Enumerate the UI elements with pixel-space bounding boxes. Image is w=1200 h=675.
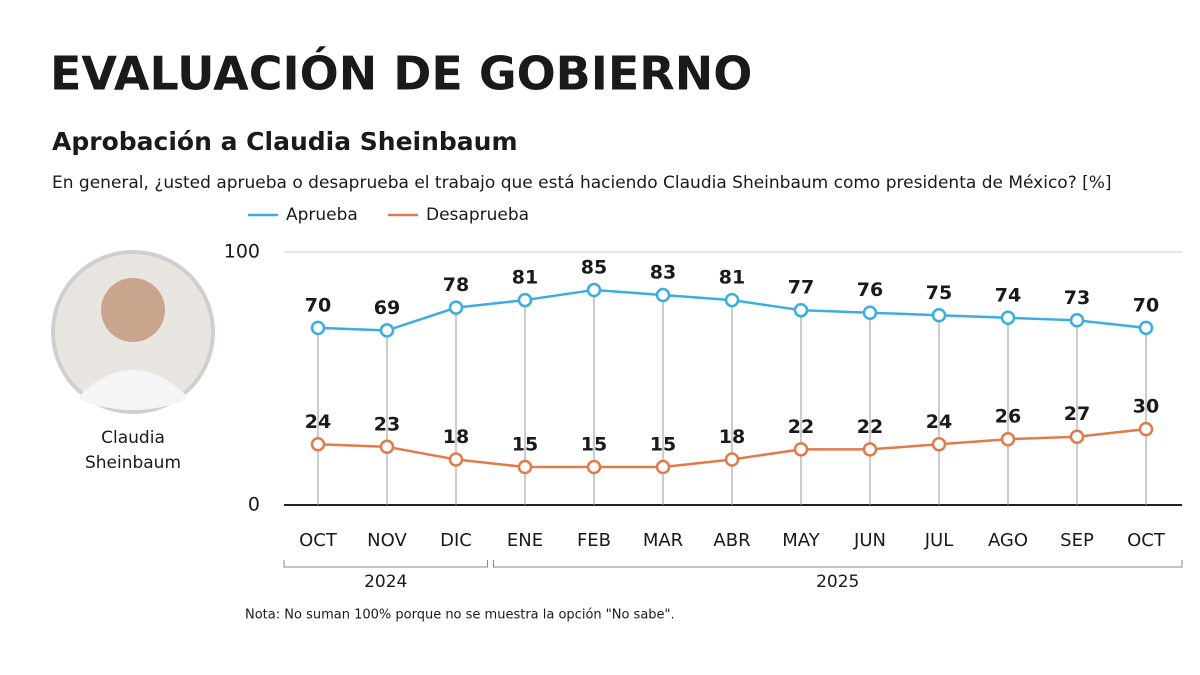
data-label: 18 <box>443 426 469 448</box>
x-tick-label: OCT <box>1127 530 1166 551</box>
point <box>1000 431 1016 447</box>
x-tick-label: AGO <box>988 530 1028 551</box>
x-tick-label: MAY <box>782 530 820 551</box>
point <box>379 323 395 338</box>
point <box>1000 310 1016 326</box>
x-tick-label: MAR <box>643 530 683 551</box>
point <box>862 305 878 320</box>
data-label: 78 <box>443 274 469 296</box>
legend-label: Aprueba <box>286 205 358 225</box>
data-label: 75 <box>926 282 952 304</box>
point <box>724 292 740 308</box>
photo-body <box>80 370 186 410</box>
x-tick-label: FEB <box>577 530 611 551</box>
point <box>1138 320 1154 336</box>
year-bracket <box>283 560 488 568</box>
point <box>517 459 533 475</box>
point <box>1069 429 1085 444</box>
point <box>724 452 740 467</box>
x-tick-label: JUL <box>924 530 954 551</box>
x-tick-label: SEP <box>1060 530 1094 551</box>
data-label: 77 <box>788 277 814 299</box>
data-label: 73 <box>1064 287 1090 309</box>
point <box>448 452 464 467</box>
point <box>586 282 602 298</box>
data-label: 23 <box>374 413 400 435</box>
data-label: 70 <box>1133 294 1159 316</box>
x-tick-label: NOV <box>367 530 407 551</box>
point <box>655 459 671 475</box>
x-tick-label: OCT <box>299 530 338 551</box>
chart-title: EVALUACIÓN DE GOBIERNO <box>50 47 752 101</box>
note: Nota: No suman 100% porque no se muestra… <box>245 608 675 623</box>
data-label: 85 <box>581 256 607 278</box>
x-tick-label: ABR <box>713 530 750 551</box>
data-label: 18 <box>719 426 745 448</box>
point <box>310 437 326 452</box>
photo-caption: Claudia <box>101 428 165 448</box>
data-label: 22 <box>857 416 883 438</box>
x-tick-label: DIC <box>440 530 472 551</box>
y-tick-label: 100 <box>224 241 260 263</box>
point <box>931 437 947 452</box>
data-label: 81 <box>719 267 745 289</box>
photo-face <box>101 278 165 342</box>
point <box>586 459 602 475</box>
data-label: 83 <box>650 262 676 284</box>
point <box>1138 421 1154 437</box>
photo-caption: Sheinbaum <box>85 453 181 473</box>
point <box>310 320 326 336</box>
data-label: 27 <box>1064 403 1090 425</box>
data-label: 30 <box>1133 396 1159 418</box>
legend-label: Desaprueba <box>426 205 529 225</box>
point <box>793 302 809 318</box>
data-label: 24 <box>926 411 952 433</box>
point <box>931 308 947 323</box>
data-label: 15 <box>512 434 538 456</box>
point <box>862 442 878 457</box>
data-label: 74 <box>995 284 1021 306</box>
question: En general, ¿usted aprueba o desaprueba … <box>52 173 1112 193</box>
point <box>379 439 395 455</box>
chart-subtitle: Aprobación a Claudia Sheinbaum <box>52 127 518 156</box>
data-label: 24 <box>305 411 331 433</box>
data-label: 69 <box>374 297 400 319</box>
point <box>448 300 464 315</box>
year-bracket <box>493 560 1183 568</box>
point <box>793 442 809 457</box>
point <box>655 287 671 303</box>
data-label: 70 <box>305 294 331 316</box>
data-label: 15 <box>650 434 676 456</box>
data-label: 76 <box>857 279 883 301</box>
data-label: 81 <box>512 267 538 289</box>
x-tick-label: ENE <box>507 530 543 551</box>
point <box>1069 313 1085 328</box>
year-label: 2024 <box>364 572 407 592</box>
year-label: 2025 <box>816 572 859 592</box>
data-label: 15 <box>581 434 607 456</box>
y-tick-label: 0 <box>248 494 260 516</box>
data-label: 22 <box>788 416 814 438</box>
point <box>517 292 533 308</box>
data-label: 26 <box>995 406 1021 428</box>
x-tick-label: JUN <box>853 530 886 551</box>
